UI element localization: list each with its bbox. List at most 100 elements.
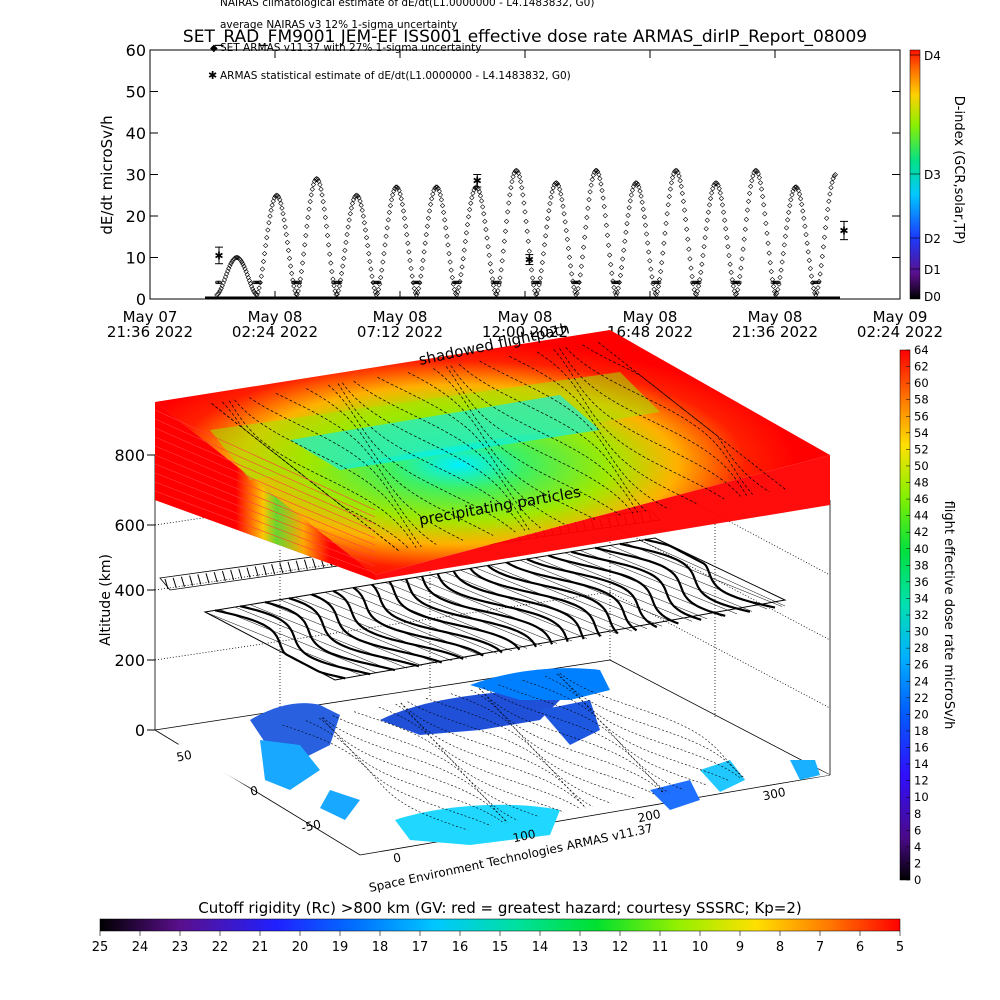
data-point [585, 205, 591, 211]
data-point [608, 261, 614, 268]
data-point [264, 235, 270, 241]
data-point [349, 200, 356, 207]
data-point [582, 234, 588, 240]
dose-tick-label: 20 [914, 707, 929, 721]
dose-tick-label: 38 [914, 558, 929, 572]
longitude-tick-label: 300 [762, 785, 787, 803]
data-point [525, 238, 531, 244]
data-point-dip [657, 280, 662, 285]
data-point [716, 185, 722, 192]
latitude-tick-label: -50 [300, 817, 322, 835]
slab-track [553, 349, 741, 497]
data-point [502, 228, 509, 234]
data-point [330, 276, 336, 282]
data-point-dip [498, 280, 502, 285]
data-point [317, 182, 323, 188]
data-point [386, 209, 392, 215]
orbit-track [332, 589, 464, 660]
orbit-hatch [564, 552, 723, 617]
data-point [403, 223, 409, 229]
top-x-tick-time: 07:12 2022 [357, 323, 443, 341]
world-map [175, 665, 830, 850]
cutoff-tick-label: 18 [372, 940, 389, 955]
top-x-tick-date: May 07 [123, 308, 178, 326]
data-point [369, 273, 375, 279]
longitude-ticks: 0 100 200 300 [392, 785, 787, 866]
dindex-tick-label: D0 [924, 290, 941, 304]
orbit-hatch [444, 572, 603, 637]
dose-tick-label: 64 [914, 343, 929, 357]
data-point-dip [332, 280, 336, 285]
data-point [812, 290, 818, 296]
data-point [782, 233, 789, 239]
slab-track [509, 355, 697, 504]
dose-tick-label: 58 [914, 393, 929, 407]
data-point [304, 223, 310, 229]
data-point [631, 181, 638, 187]
slab-track [582, 344, 770, 493]
data-point [470, 190, 476, 196]
data-point [659, 260, 665, 266]
data-point [682, 216, 689, 223]
data-point [256, 285, 262, 291]
data-point [784, 217, 791, 223]
data-point [722, 217, 728, 223]
data-point [718, 195, 725, 202]
data-point [539, 259, 545, 266]
orbit-hatch [429, 574, 588, 639]
data-point [365, 242, 371, 249]
top-errorbars: ✱ ✱ ✱ ✱ [214, 174, 849, 267]
data-point [423, 231, 429, 238]
dose-tick-label: 56 [914, 409, 929, 423]
data-point-dip [333, 280, 337, 285]
svg-text:✱: ✱ [525, 254, 534, 267]
data-point [557, 186, 563, 192]
slab-track [228, 400, 417, 548]
altitude-tick-label: 800 [114, 446, 145, 465]
data-point [397, 191, 403, 197]
data-point [343, 239, 349, 245]
data-point-dip [653, 280, 657, 285]
data-point [359, 207, 365, 213]
orbit-track [405, 578, 537, 648]
cutoff-tick-label: 20 [292, 940, 309, 955]
legend-armas-version: SET ARMAS v11.37 with 27% 1-sigma uncert… [220, 42, 482, 54]
altitude-ticks: 0 200 400 600 800 [114, 446, 155, 740]
data-point [558, 191, 564, 197]
data-point-dip [772, 280, 777, 285]
data-point [746, 190, 753, 197]
data-point-dip [377, 280, 382, 285]
data-point-dip [655, 280, 660, 285]
data-point [749, 177, 755, 184]
strip-mark [279, 562, 284, 574]
data-point [482, 218, 488, 225]
data-point [625, 212, 631, 218]
strip-mark [303, 559, 308, 570]
dose-tick-label: 0 [914, 873, 921, 887]
top-x-tick-time: 16:48 2022 [607, 323, 693, 341]
data-point-dip [371, 280, 375, 285]
data-point [484, 235, 490, 241]
slab-track [328, 384, 516, 533]
data-point [761, 202, 767, 208]
data-point [728, 269, 734, 275]
data-point [495, 288, 501, 294]
dindex-ticks: D4 D3 D2 D1 D0 [910, 49, 941, 304]
dose-tick-label: 52 [914, 442, 929, 456]
data-point [407, 257, 413, 264]
data-point [641, 214, 647, 220]
data-point [549, 189, 555, 195]
dindex-tick-label: D2 [924, 232, 941, 246]
data-point [336, 283, 343, 289]
data-point [221, 277, 228, 283]
data-point [702, 234, 708, 241]
dose-tick-label: 54 [914, 426, 929, 440]
data-point [765, 240, 771, 246]
data-point [485, 244, 491, 250]
data-point [677, 177, 683, 184]
data-point-dip [737, 280, 741, 285]
data-point [575, 286, 581, 292]
data-point [595, 169, 601, 175]
orbit-hatch [399, 579, 558, 644]
data-point-dip [258, 280, 262, 285]
